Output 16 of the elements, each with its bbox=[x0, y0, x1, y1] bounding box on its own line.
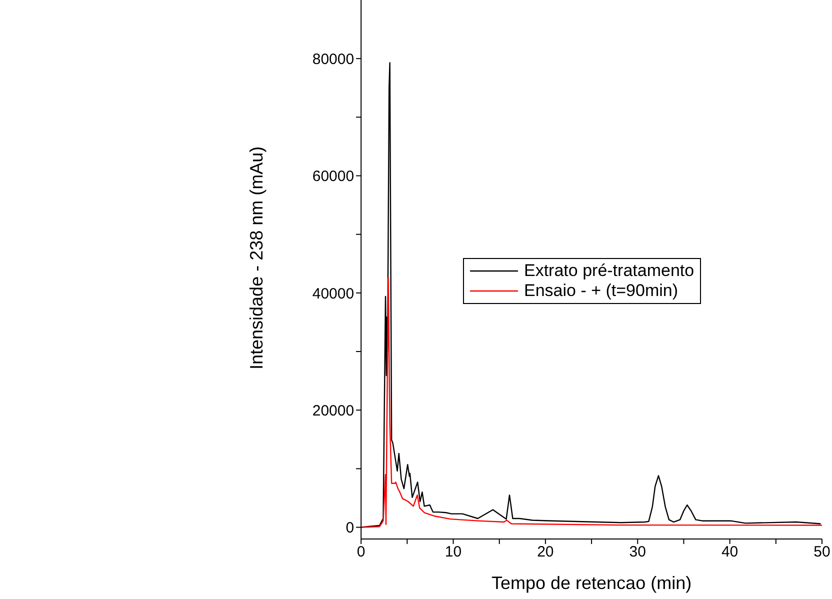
y-tick-label: 80000 bbox=[312, 50, 354, 68]
x-tick-label: 30 bbox=[629, 544, 646, 561]
y-tick-label: 20000 bbox=[312, 402, 354, 420]
y-tick-label: 0 bbox=[346, 520, 354, 537]
y-tick-label: 40000 bbox=[312, 285, 354, 302]
legend-label: Extrato pré-tratamento bbox=[524, 261, 694, 281]
x-tick-label: 20 bbox=[537, 544, 554, 561]
x-axis-title: Tempo de retencao (min) bbox=[491, 573, 692, 593]
y-axis-title: Intensidade - 238 nm (mAu) bbox=[246, 146, 266, 370]
legend-label: Ensaio - + (t=90min) bbox=[524, 281, 678, 301]
line-series bbox=[361, 278, 822, 528]
x-tick-label: 40 bbox=[721, 544, 738, 561]
y-tick-label: 60000 bbox=[312, 168, 354, 186]
x-tick-label: 50 bbox=[814, 544, 830, 561]
x-tick-label: 0 bbox=[356, 544, 366, 561]
x-tick-label: 10 bbox=[444, 544, 462, 561]
